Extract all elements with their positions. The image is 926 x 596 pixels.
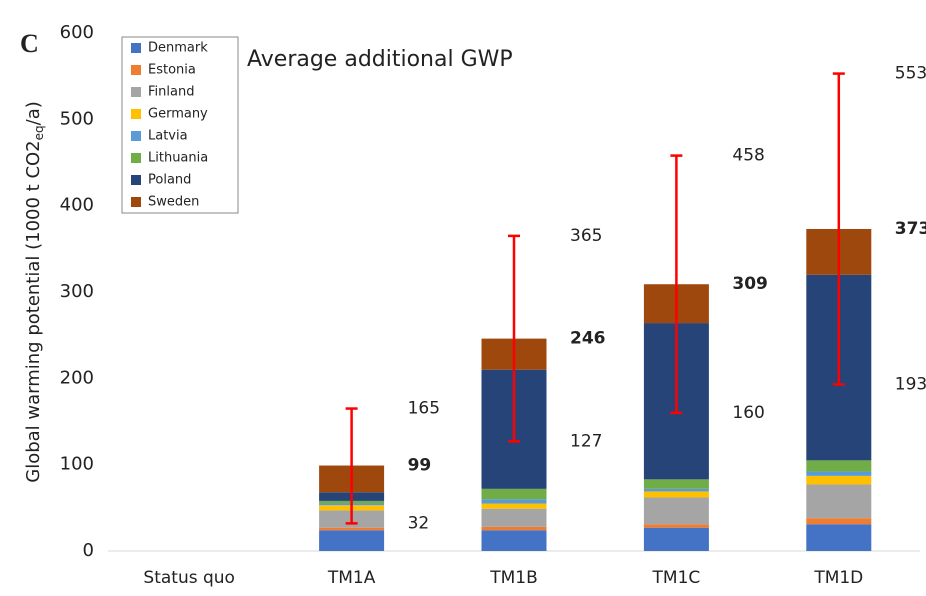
bar-segment [806,460,872,472]
legend-swatch [131,43,141,53]
bar-segment [481,503,547,509]
error-high-label: 553 [895,64,926,84]
bar-segment [806,518,872,525]
error-high-label: 365 [570,226,602,246]
y-tick-label: 200 [60,367,94,388]
legend-swatch [131,131,141,141]
legend-swatch [131,65,141,75]
total-label: 373 [895,219,926,239]
y-axis-label-end: /a) [23,101,44,125]
error-low-label: 127 [570,431,602,451]
error-high-label: 458 [732,146,764,166]
bar-segment [481,508,547,527]
legend-label: Finland [148,85,194,100]
error-low-label: 160 [732,403,764,423]
x-tick-label: TM1D [813,568,863,588]
total-label: 99 [408,456,432,476]
x-tick-label: TM1B [489,568,538,588]
total-label: 246 [570,329,606,349]
y-tick-label: 100 [60,454,94,475]
bar-segment [643,488,709,492]
x-tick-label: Status quo [143,568,235,588]
bar-segment [806,524,872,551]
bar-segment [643,524,709,528]
y-tick-label: 600 [60,22,94,43]
bar-segment [481,499,547,504]
legend-swatch [131,153,141,163]
bar-segment [319,527,385,531]
error-low-label: 32 [408,513,430,533]
bar-segment [643,497,709,525]
y-axis-label: Global warming potential (1000 t CO2eq/a… [23,101,46,483]
x-tick-label: TM1C [652,568,701,588]
chart-title: Average additional GWP [247,47,513,72]
legend-box [121,36,239,214]
panel-label: C [20,29,39,58]
legend-swatch [131,87,141,97]
legend-swatch [131,109,141,119]
y-axis-label-sub: eq [32,125,46,140]
bar-segment [319,530,385,551]
y-axis-label-main: Global warming potential (1000 t CO2 [23,140,44,482]
error-low-label: 193 [895,374,926,394]
y-tick-label: 400 [60,195,94,216]
bar-segment [481,488,547,500]
legend-label: Denmark [148,41,208,56]
bar-segment [806,484,872,519]
bar-segment [481,526,547,531]
bar-segment [481,530,547,551]
y-tick-label: 300 [60,281,94,302]
legend-label: Poland [148,173,191,188]
legend-label: Estonia [148,63,196,78]
x-tick-label: TM1A [327,568,376,588]
bar-segment [806,475,872,485]
legend-label: Germany [148,107,208,122]
legend-swatch [131,197,141,207]
legend-swatch [131,175,141,185]
total-label: 309 [732,274,768,294]
bar-segment [643,527,709,551]
bar-segment [643,491,709,498]
legend-label: Lithuania [148,151,208,166]
bar-segment [643,479,709,489]
bar-segment [806,471,872,476]
error-high-label: 165 [408,399,440,419]
y-tick-label: 500 [60,108,94,129]
legend-label: Sweden [148,195,199,210]
y-tick-label: 0 [83,540,94,561]
legend-label: Latvia [148,129,188,144]
